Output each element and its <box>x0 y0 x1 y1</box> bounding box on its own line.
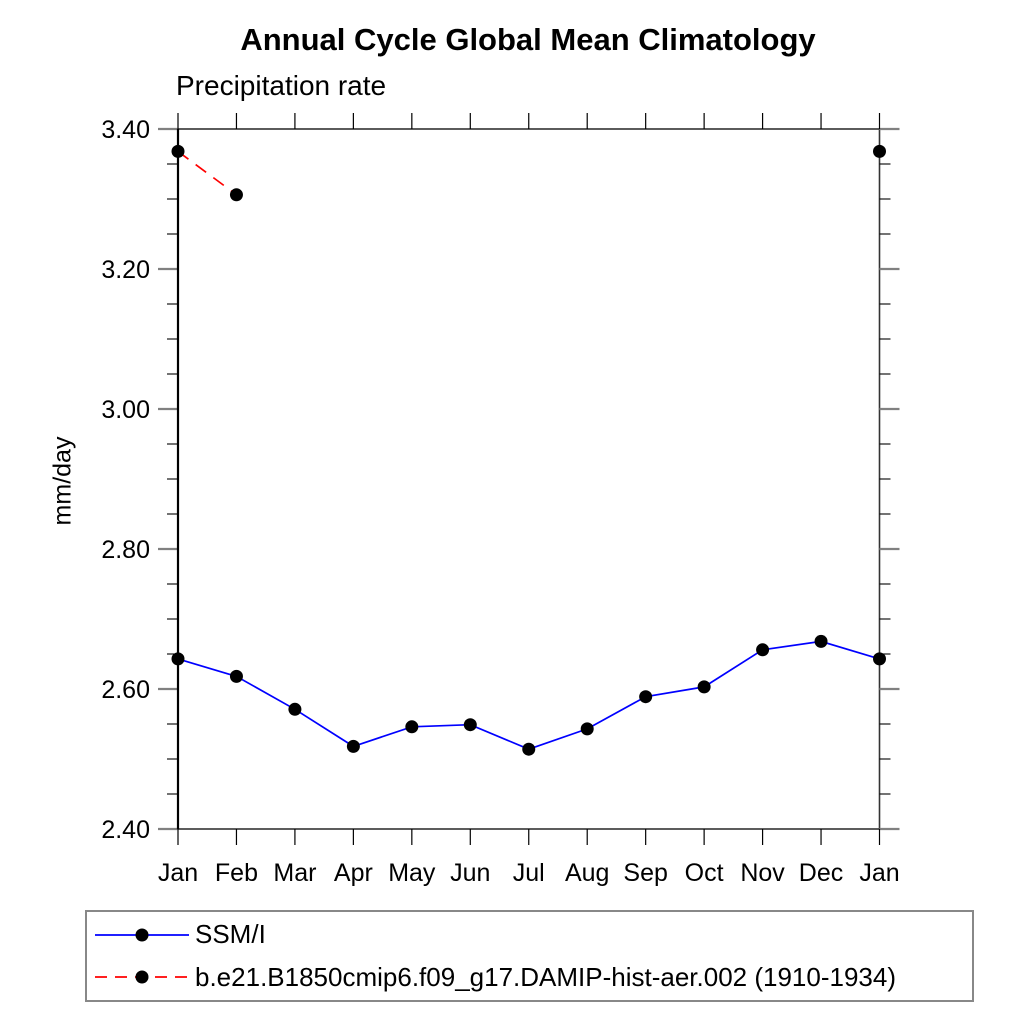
svg-text:Jan: Jan <box>859 859 899 887</box>
svg-text:3.00: 3.00 <box>101 396 150 424</box>
svg-text:Jul: Jul <box>513 859 545 887</box>
svg-text:Mar: Mar <box>273 859 316 887</box>
svg-text:2.60: 2.60 <box>101 676 150 704</box>
svg-text:Feb: Feb <box>215 859 258 887</box>
svg-text:Aug: Aug <box>565 859 609 887</box>
svg-text:Sep: Sep <box>623 859 667 887</box>
svg-text:2.80: 2.80 <box>101 536 150 564</box>
chart-title: Annual Cycle Global Mean Climatology <box>240 22 816 57</box>
svg-text:Apr: Apr <box>334 859 373 887</box>
svg-text:Oct: Oct <box>685 859 724 887</box>
legend-label-model: b.e21.B1850cmip6.f09_g17.DAMIP-hist-aer.… <box>195 961 896 992</box>
legend-sample-solid-line-icon <box>95 928 189 942</box>
svg-text:Nov: Nov <box>740 859 785 887</box>
svg-text:Dec: Dec <box>799 859 843 887</box>
legend-label-ssmi: SSM/I <box>195 919 266 950</box>
svg-text:3.40: 3.40 <box>101 116 150 144</box>
legend: SSM/I b.e21.B1850cmip6.f09_g17.DAMIP-his… <box>85 910 974 1002</box>
svg-text:May: May <box>388 859 436 887</box>
svg-text:2.40: 2.40 <box>101 816 150 844</box>
chart-subtitle: Precipitation rate <box>176 70 387 101</box>
legend-sample-dashed-line-icon <box>95 970 189 984</box>
legend-item-ssmi: SSM/I <box>92 915 972 955</box>
svg-text:Jan: Jan <box>158 859 198 887</box>
svg-text:3.20: 3.20 <box>101 256 150 284</box>
svg-text:Jun: Jun <box>450 859 490 887</box>
legend-item-model: b.e21.B1850cmip6.f09_g17.DAMIP-hist-aer.… <box>92 957 972 997</box>
